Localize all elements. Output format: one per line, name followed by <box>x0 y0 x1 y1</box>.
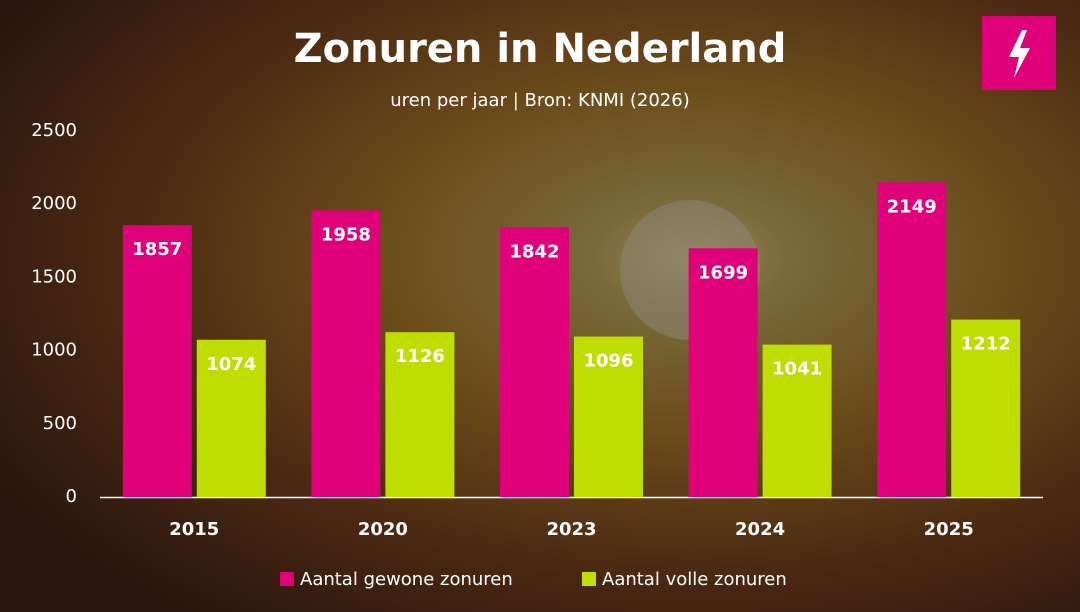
data-label: 1074 <box>206 354 256 375</box>
bar <box>122 225 192 497</box>
y-tick-label: 1000 <box>31 340 77 361</box>
x-tick-label: 2015 <box>169 519 219 540</box>
y-tick-label: 2500 <box>31 120 77 141</box>
legend-swatch <box>582 572 596 586</box>
data-label: 1041 <box>772 359 822 380</box>
chart-title: Zonuren in Nederland <box>294 26 787 72</box>
legend-label: Aantal gewone zonuren <box>300 569 513 590</box>
data-label: 1699 <box>698 262 748 283</box>
x-tick-label: 2025 <box>924 519 974 540</box>
logo-icon <box>1009 30 1030 78</box>
y-tick-label: 2000 <box>31 193 77 214</box>
data-label: 1212 <box>961 334 1011 355</box>
bar <box>951 319 1021 497</box>
bar <box>688 248 758 497</box>
x-tick-label: 2023 <box>546 519 596 540</box>
y-tick-label: 500 <box>43 413 77 434</box>
chart-subtitle: uren per jaar | Bron: KNMI (2026) <box>390 90 689 111</box>
data-label: 1857 <box>132 239 182 260</box>
bar <box>877 182 947 497</box>
legend-label: Aantal volle zonuren <box>602 569 787 590</box>
legend-swatch <box>280 572 294 586</box>
bar <box>196 339 266 497</box>
data-label: 1096 <box>583 351 633 372</box>
x-tick-label: 2024 <box>735 519 785 540</box>
bar <box>385 332 455 497</box>
data-label: 1958 <box>321 224 371 245</box>
x-tick-label: 2020 <box>358 519 408 540</box>
data-label: 1842 <box>509 241 559 262</box>
bar <box>574 336 643 497</box>
bar <box>311 210 381 497</box>
bar <box>500 227 569 497</box>
y-tick-label: 1500 <box>31 266 77 287</box>
y-tick-label: 0 <box>66 486 77 507</box>
bar <box>762 344 832 497</box>
data-label: 2149 <box>887 196 937 217</box>
data-label: 1126 <box>395 346 445 367</box>
